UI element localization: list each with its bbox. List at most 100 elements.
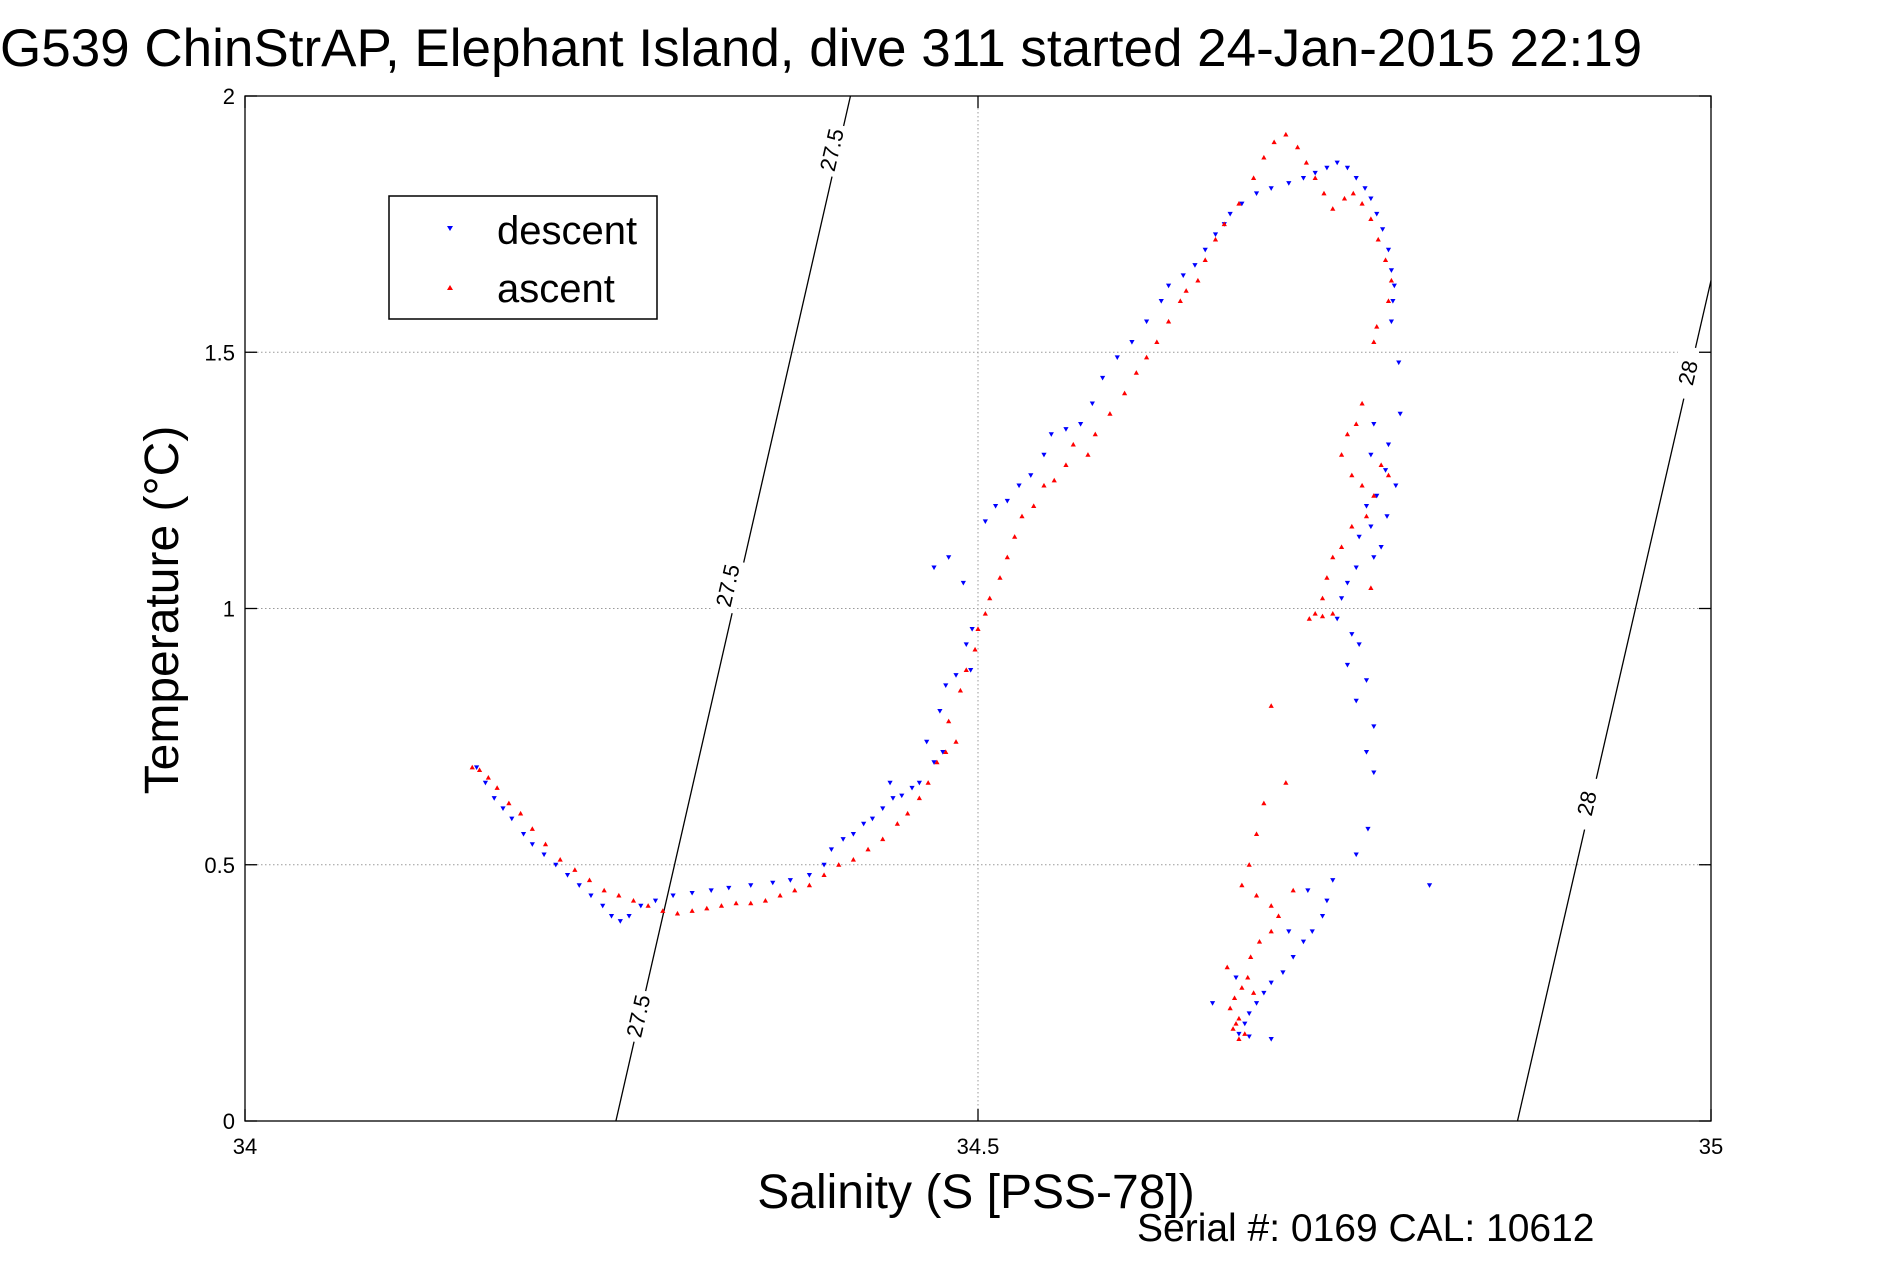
data-point-ascent: [1359, 400, 1365, 406]
x-tick-label: 35: [1699, 1134, 1723, 1159]
data-point-ascent: [586, 877, 593, 883]
data-point-ascent: [1122, 390, 1128, 396]
data-point-ascent: [894, 821, 900, 826]
legend-label-descent: descent: [497, 209, 637, 253]
data-point-descent: [931, 760, 937, 765]
data-point-ascent: [880, 836, 886, 842]
data-point-descent: [1363, 678, 1370, 683]
data-point-descent: [638, 903, 644, 909]
data-point-ascent: [1268, 703, 1274, 708]
data-point-ascent: [1231, 995, 1238, 1000]
data-point-descent: [1305, 888, 1311, 893]
data-point-descent: [1388, 268, 1395, 273]
data-point-ascent: [975, 626, 981, 631]
data-point-ascent: [1350, 190, 1356, 196]
chart-title: G539 ChinStrAP, Elephant Island, dive 31…: [0, 19, 1642, 78]
data-point-descent: [1041, 452, 1047, 458]
data-point-descent: [1397, 411, 1403, 417]
data-point-ascent: [1245, 974, 1251, 980]
data-point-ascent: [718, 903, 725, 908]
data-point-descent: [1048, 432, 1054, 437]
data-point-ascent: [494, 785, 500, 790]
data-point-descent: [1426, 883, 1433, 888]
isopycnal-label-mask: [1668, 344, 1708, 402]
data-point-descent: [1286, 181, 1292, 186]
data-point-ascent: [476, 767, 483, 772]
legend: descent ascent: [388, 195, 658, 320]
data-point-descent: [1371, 770, 1377, 776]
data-point-ascent: [792, 887, 798, 893]
data-point-ascent: [1283, 780, 1289, 785]
data-point-ascent: [1271, 139, 1277, 145]
data-point-ascent: [1330, 554, 1336, 560]
legend-label-ascent: ascent: [497, 267, 615, 311]
data-point-ascent: [1253, 831, 1260, 836]
data-point-ascent: [1143, 354, 1150, 360]
data-point-descent: [880, 806, 886, 811]
data-point-ascent: [1004, 554, 1010, 560]
data-point-ascent: [1349, 472, 1355, 478]
data-point-ascent: [557, 857, 563, 862]
data-point-ascent: [645, 903, 651, 908]
data-point-descent: [652, 898, 659, 904]
data-point-descent: [1268, 186, 1274, 191]
data-point-ascent: [777, 892, 783, 898]
y-tick-label: 1: [223, 597, 235, 622]
data-point-descent: [520, 832, 527, 837]
data-point-descent: [1385, 442, 1392, 448]
data-point-ascent: [946, 718, 952, 724]
data-point-descent: [1396, 360, 1402, 366]
data-point-descent: [1209, 1001, 1216, 1006]
data-point-descent: [1324, 165, 1330, 171]
data-point-ascent: [1261, 800, 1267, 806]
data-point-ascent: [1202, 257, 1208, 262]
data-point-descent: [1385, 247, 1392, 253]
data-point-ascent: [916, 795, 922, 801]
data-point-descent: [1114, 355, 1120, 360]
data-point-ascent: [943, 749, 949, 754]
data-point-ascent: [1063, 462, 1069, 467]
data-point-ascent: [1324, 575, 1330, 580]
data-point-ascent: [1368, 216, 1374, 221]
data-point-ascent: [1321, 190, 1327, 196]
data-point-descent: [491, 796, 497, 801]
data-point-descent: [608, 914, 615, 919]
data-point-ascent: [1353, 421, 1359, 426]
data-point-descent: [1165, 283, 1172, 289]
data-point-ascent: [987, 595, 993, 601]
plot-area: 27.5 27.5 27.5 28 28 34 34.5 35 0 0.5 1 1.5 2: [204, 84, 1723, 1159]
data-point-ascent: [1195, 277, 1201, 283]
data-point-ascent: [1375, 236, 1381, 242]
data-point-descent: [1016, 483, 1022, 489]
data-point-ascent: [865, 846, 871, 852]
data-point-ascent: [1012, 534, 1018, 539]
data-point-descent: [869, 816, 876, 822]
data-point-descent: [909, 785, 915, 791]
y-tick-label: 1.5: [204, 340, 235, 365]
data-point-ascent: [1368, 585, 1374, 590]
data-point-descent: [1253, 191, 1260, 196]
data-point-descent: [787, 878, 793, 883]
data-point-ascent: [806, 882, 813, 888]
data-point-ascent: [506, 800, 512, 806]
data-point-descent: [1371, 422, 1377, 427]
data-point-ascent: [1251, 990, 1257, 995]
data-point-descent: [1353, 852, 1359, 858]
data-point-descent: [1334, 160, 1340, 166]
data-point-ascent: [1154, 339, 1160, 344]
data-point-ascent: [762, 898, 769, 903]
isopycnal-label-mask: [618, 987, 658, 1045]
data-point-descent: [1100, 375, 1106, 381]
data-point-descent: [861, 821, 867, 827]
data-point-descent: [1290, 955, 1296, 960]
data-point-ascent: [972, 646, 978, 652]
data-point-descent: [1371, 555, 1377, 560]
data-point-ascent: [485, 775, 491, 780]
data-point-descent: [1363, 504, 1370, 509]
data-point-descent: [689, 890, 695, 896]
data-point-descent: [1202, 247, 1208, 253]
data-point-ascent: [1085, 452, 1091, 457]
data-point-descent: [1344, 662, 1351, 668]
data-point-ascent: [1212, 236, 1219, 242]
